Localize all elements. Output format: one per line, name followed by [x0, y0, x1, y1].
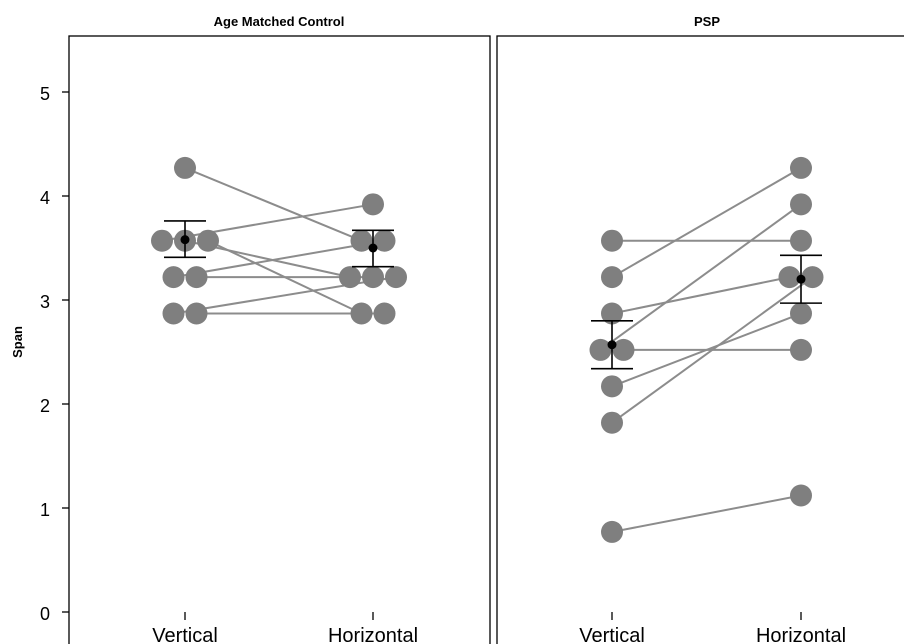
panel-title-age-matched-control: Age Matched Control [214, 14, 345, 29]
y-tick-label: 5 [40, 84, 50, 104]
chart-marks [62, 91, 824, 620]
data-point-horizontal [790, 229, 812, 252]
panel-frame-age-matched-control [68, 35, 491, 644]
data-point-horizontal [790, 302, 812, 325]
data-point-vertical [601, 411, 623, 434]
panel-title-psp: PSP [694, 14, 720, 29]
data-point-vertical [185, 302, 208, 325]
mean-point-horizontal [796, 274, 806, 284]
data-point-vertical [601, 302, 623, 325]
x-category-label-horizontal: Horizontal [756, 625, 846, 644]
y-axis-title: Span [10, 326, 25, 358]
data-point-vertical [185, 266, 208, 289]
data-point-vertical [589, 338, 612, 361]
data-point-horizontal [373, 229, 396, 252]
data-point-vertical [601, 375, 623, 398]
mean-point-vertical [607, 340, 617, 350]
data-point-vertical [174, 156, 196, 179]
x-category-label-vertical: Vertical [152, 625, 218, 644]
paired-line [599, 203, 802, 351]
y-tick-label: 4 [40, 188, 50, 208]
data-point-horizontal [350, 229, 373, 252]
x-category-label-horizontal: Horizontal [328, 625, 418, 644]
data-point-vertical [162, 266, 185, 289]
x-category-label-vertical: Vertical [579, 625, 645, 644]
y-tick-label: 2 [40, 396, 50, 416]
data-point-horizontal [790, 193, 812, 216]
data-point-horizontal [350, 302, 373, 325]
panel-frame-psp [496, 35, 904, 644]
data-point-horizontal [385, 266, 407, 289]
y-tick-label: 3 [40, 292, 50, 312]
data-point-vertical [601, 266, 623, 289]
paired-line [184, 166, 362, 242]
data-point-horizontal [790, 156, 812, 179]
paired-line [611, 276, 790, 315]
mean-point-vertical [180, 235, 190, 245]
paired-line [173, 239, 385, 279]
data-point-horizontal [790, 484, 812, 507]
y-tick-label: 1 [40, 500, 50, 520]
paired-line [611, 494, 802, 533]
paired-line [161, 203, 374, 242]
paired-line [611, 312, 802, 388]
data-point-horizontal [373, 302, 396, 325]
data-point-horizontal [801, 266, 824, 289]
paired-line [611, 167, 802, 278]
y-tick-label: 0 [40, 604, 50, 624]
data-point-vertical [612, 338, 635, 361]
data-point-horizontal [339, 266, 361, 289]
data-point-horizontal [362, 266, 384, 289]
data-point-horizontal [778, 266, 801, 289]
paired-line [611, 276, 814, 424]
mean-point-horizontal [368, 243, 378, 253]
data-point-horizontal [362, 193, 384, 216]
data-point-vertical [197, 229, 219, 252]
data-point-horizontal [790, 338, 812, 361]
data-point-vertical [601, 229, 623, 252]
data-point-vertical [601, 520, 623, 543]
data-point-vertical [151, 229, 173, 252]
data-point-vertical [162, 302, 185, 325]
